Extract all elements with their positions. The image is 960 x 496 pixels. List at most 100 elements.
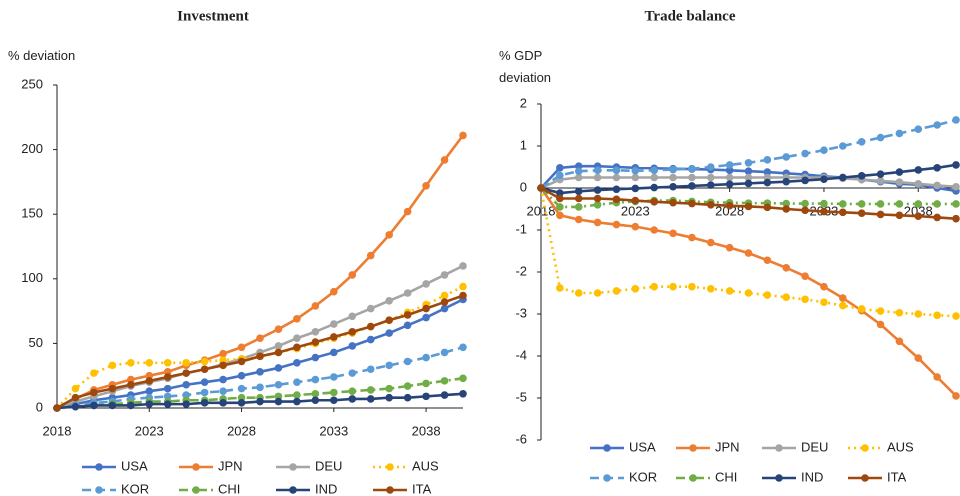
marker bbox=[669, 182, 677, 191]
marker bbox=[574, 187, 583, 196]
marker bbox=[256, 334, 264, 343]
marker bbox=[669, 282, 677, 291]
marker bbox=[556, 171, 564, 180]
marker bbox=[895, 337, 904, 346]
marker bbox=[801, 206, 809, 215]
marker bbox=[422, 379, 430, 388]
y-tick-label: -6 bbox=[515, 431, 527, 446]
legend-label: KOR bbox=[121, 481, 149, 496]
y-tick-label: 1 bbox=[520, 137, 527, 152]
legend-label: IND bbox=[801, 469, 823, 484]
y-tick-label: -5 bbox=[515, 389, 527, 404]
marker bbox=[256, 352, 264, 361]
marker bbox=[782, 205, 791, 213]
marker bbox=[403, 311, 412, 319]
marker bbox=[706, 173, 715, 182]
marker bbox=[537, 184, 545, 192]
marker bbox=[330, 388, 338, 397]
marker bbox=[725, 287, 734, 295]
marker bbox=[650, 183, 658, 192]
marker bbox=[650, 166, 658, 175]
marker bbox=[895, 129, 904, 138]
marker bbox=[839, 208, 847, 217]
y-tick-label: -1 bbox=[515, 221, 527, 236]
marker bbox=[256, 383, 264, 392]
x-tick-label: 2033 bbox=[319, 423, 348, 438]
marker bbox=[688, 173, 696, 182]
marker bbox=[293, 334, 301, 343]
marker bbox=[914, 354, 923, 362]
legend-marker bbox=[861, 444, 869, 452]
marker bbox=[914, 180, 923, 188]
chart-title: Trade balance bbox=[645, 8, 736, 24]
marker bbox=[145, 358, 154, 367]
marker bbox=[952, 161, 960, 169]
marker bbox=[706, 238, 715, 247]
marker bbox=[895, 178, 904, 186]
marker bbox=[839, 301, 847, 310]
marker bbox=[952, 200, 960, 208]
marker bbox=[725, 243, 734, 252]
marker bbox=[933, 200, 941, 208]
marker bbox=[876, 200, 885, 208]
marker bbox=[839, 142, 847, 150]
marker bbox=[857, 138, 866, 146]
legend-marker bbox=[289, 463, 297, 471]
marker bbox=[422, 392, 430, 401]
marker bbox=[820, 146, 828, 154]
marker bbox=[385, 329, 393, 337]
marker bbox=[574, 203, 583, 211]
marker bbox=[688, 182, 696, 190]
legend-label: USA bbox=[121, 458, 148, 473]
marker bbox=[293, 343, 301, 352]
marker bbox=[459, 374, 467, 383]
legend-label: DEU bbox=[801, 439, 828, 454]
marker bbox=[71, 393, 80, 402]
marker bbox=[556, 189, 564, 197]
y-tick-label: 200 bbox=[21, 141, 43, 156]
marker bbox=[219, 361, 227, 370]
y-tick-label: -3 bbox=[515, 305, 527, 320]
legend-label: DEU bbox=[315, 458, 342, 473]
marker bbox=[914, 310, 923, 318]
marker bbox=[706, 163, 715, 171]
legend-marker bbox=[386, 486, 394, 494]
legend-label: CHI bbox=[218, 481, 240, 496]
legend-marker bbox=[192, 463, 200, 471]
marker bbox=[366, 365, 375, 374]
marker bbox=[330, 348, 338, 357]
marker bbox=[459, 262, 467, 270]
marker bbox=[274, 348, 283, 357]
legend-marker bbox=[861, 474, 869, 482]
marker bbox=[744, 289, 753, 297]
marker bbox=[876, 210, 885, 219]
marker bbox=[219, 399, 227, 407]
marker bbox=[725, 161, 734, 169]
marker bbox=[914, 200, 923, 208]
marker bbox=[440, 291, 449, 300]
marker bbox=[219, 387, 227, 396]
y-tick-label: -4 bbox=[515, 347, 527, 362]
marker bbox=[293, 391, 301, 399]
y-tick-label: -2 bbox=[515, 263, 527, 278]
marker bbox=[820, 199, 828, 208]
marker bbox=[422, 304, 430, 313]
legend-marker bbox=[689, 444, 697, 452]
marker bbox=[763, 156, 772, 164]
marker bbox=[744, 159, 753, 167]
marker bbox=[256, 368, 264, 376]
marker bbox=[182, 400, 190, 408]
marker bbox=[366, 395, 375, 403]
marker bbox=[782, 177, 791, 186]
marker bbox=[895, 200, 904, 208]
marker bbox=[311, 302, 320, 310]
marker bbox=[459, 282, 467, 291]
marker bbox=[422, 280, 430, 288]
marker bbox=[763, 178, 772, 187]
marker bbox=[574, 215, 583, 224]
marker bbox=[145, 400, 154, 408]
marker bbox=[801, 272, 809, 281]
marker bbox=[895, 211, 904, 220]
marker bbox=[631, 196, 640, 205]
